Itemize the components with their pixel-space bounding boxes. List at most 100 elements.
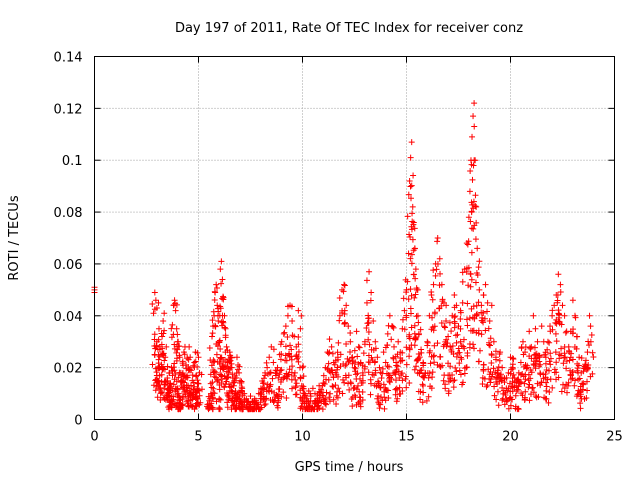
data-point: [452, 313, 459, 320]
data-point: [351, 392, 358, 399]
data-point: [569, 369, 576, 376]
data-point: [320, 380, 327, 387]
y-tick-label: 0.12: [54, 102, 83, 117]
data-point: [211, 368, 218, 375]
data-point: [336, 317, 343, 324]
data-point: [555, 307, 562, 314]
data-point: [399, 316, 406, 323]
data-point: [174, 393, 181, 400]
data-point: [574, 360, 581, 367]
data-point: [239, 385, 246, 392]
data-point: [590, 354, 597, 361]
data-point: [295, 354, 302, 361]
data-point: [385, 395, 392, 402]
data-point: [465, 238, 472, 245]
data-point: [475, 264, 482, 271]
data-point: [175, 390, 182, 397]
data-point: [408, 251, 415, 258]
data-point: [185, 397, 192, 404]
data-point: [365, 329, 372, 336]
data-point: [151, 306, 158, 313]
data-point: [447, 343, 454, 350]
data-point: [553, 369, 560, 376]
data-point: [171, 367, 178, 374]
data-point: [582, 357, 589, 364]
data-point: [578, 355, 585, 362]
data-point: [231, 379, 238, 386]
data-point: [257, 399, 264, 406]
data-point: [411, 322, 418, 329]
data-point: [464, 349, 471, 356]
data-point: [438, 281, 445, 288]
data-point: [473, 311, 480, 318]
data-point: [340, 288, 347, 295]
data-point: [187, 382, 194, 389]
data-point: [415, 351, 422, 358]
data-point: [179, 401, 186, 408]
data-point: [584, 349, 591, 356]
data-point: [475, 299, 482, 306]
data-point: [486, 317, 493, 324]
data-point: [526, 381, 533, 388]
y-tick-label: 0.02: [54, 362, 83, 377]
data-point: [353, 328, 360, 335]
data-point: [529, 384, 536, 391]
data-point: [557, 281, 564, 288]
data-point: [361, 365, 368, 372]
data-point: [325, 360, 332, 367]
data-point: [193, 400, 200, 407]
data-point: [195, 380, 202, 387]
data-point: [420, 382, 427, 389]
data-point: [399, 370, 406, 377]
data-point: [482, 327, 489, 334]
data-point: [277, 341, 284, 348]
data-point: [560, 360, 567, 367]
data-point: [155, 325, 162, 332]
data-point: [174, 338, 181, 345]
data-point: [510, 356, 517, 363]
data-point: [468, 305, 475, 312]
data-point: [561, 312, 568, 319]
data-point: [505, 405, 512, 412]
data-point: [459, 379, 466, 386]
data-point: [151, 289, 158, 296]
y-tick-labels: 0 0.02 0.04 0.06 0.08 0.1 0.12 0.14: [54, 51, 83, 429]
data-point: [177, 404, 184, 411]
data-point: [479, 381, 486, 388]
data-point: [584, 365, 591, 372]
data-point: [515, 383, 522, 390]
data-point: [173, 385, 180, 392]
data-point: [463, 268, 470, 275]
data-point: [522, 388, 529, 395]
data-point: [209, 406, 216, 413]
data-point: [470, 341, 477, 348]
data-point: [149, 300, 156, 307]
data-point: [471, 345, 478, 352]
data-point: [219, 376, 226, 383]
data-point: [350, 357, 357, 364]
data-point: [473, 203, 480, 210]
x-tick-label: 10: [294, 430, 311, 445]
data-point: [410, 271, 417, 278]
data-point: [488, 352, 495, 359]
data-point: [431, 323, 438, 330]
data-point: [197, 399, 204, 406]
data-point: [509, 355, 516, 362]
data-point: [410, 219, 417, 226]
data-point: [431, 342, 438, 349]
data-point: [495, 402, 502, 409]
data-point: [577, 400, 584, 407]
data-point: [161, 327, 168, 334]
data-point: [430, 327, 437, 334]
data-point: [407, 286, 414, 293]
data-point: [170, 364, 177, 371]
data-point: [225, 369, 232, 376]
data-point: [405, 250, 412, 257]
data-point: [589, 349, 596, 356]
data-point: [584, 378, 591, 385]
data-point: [211, 390, 218, 397]
data-point: [354, 353, 361, 360]
data-point: [335, 339, 342, 346]
data-point: [285, 371, 292, 378]
data-point: [359, 389, 366, 396]
